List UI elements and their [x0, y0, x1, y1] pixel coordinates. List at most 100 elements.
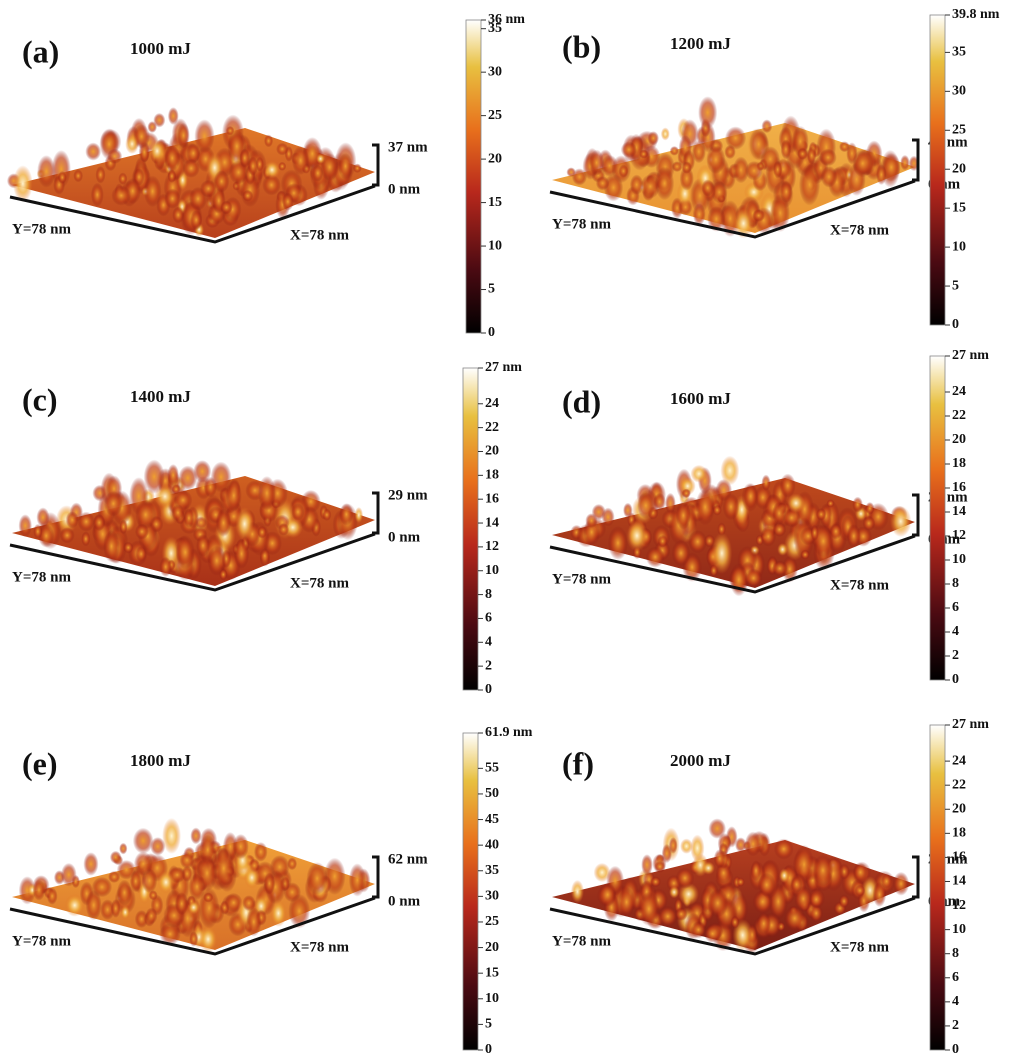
- surface-peak: [638, 892, 659, 926]
- colorbar: [463, 368, 478, 690]
- surface-peak: [745, 832, 761, 857]
- colorbar-tick-label: 0: [485, 682, 492, 697]
- colorbar-tick-label: 27 nm: [952, 348, 989, 363]
- surface-peak: [190, 827, 201, 844]
- surface-peak: [816, 508, 826, 521]
- surface-peak: [203, 892, 213, 902]
- surface-peak: [220, 201, 232, 215]
- colorbar: [466, 20, 481, 333]
- surface-peak: [242, 190, 253, 202]
- surface-peak: [157, 871, 174, 894]
- panel-label: (d): [562, 383, 601, 419]
- surface-peak: [175, 892, 188, 915]
- y-axis-label: Y=78 nm: [552, 216, 611, 232]
- surface-peak: [246, 907, 261, 936]
- colorbar-tick-label: 12: [485, 539, 499, 554]
- surface-peak: [655, 166, 674, 200]
- surface-peak: [339, 503, 353, 526]
- colorbar-tick-label: 30: [952, 84, 966, 99]
- surface-peak: [745, 161, 763, 181]
- z-max-label: 62 nm: [388, 851, 428, 867]
- colorbar-tick-label: 25: [488, 108, 502, 123]
- surface-peak: [890, 506, 911, 537]
- surface-peak: [774, 839, 794, 860]
- colorbar-tick-label: 16: [952, 850, 966, 865]
- surface-peak: [691, 921, 707, 938]
- surface-peak: [702, 861, 715, 874]
- surface-peak: [781, 139, 792, 159]
- surface-peak: [714, 849, 726, 868]
- surface-peak: [630, 174, 644, 194]
- z-scale: [372, 493, 378, 533]
- surface-peak: [682, 161, 692, 173]
- colorbar-tick-label: 20: [952, 801, 966, 816]
- surface-peak: [682, 489, 691, 498]
- colorbar-tick-label: 16: [485, 491, 499, 506]
- surface-peak: [761, 475, 770, 491]
- colorbar-tick-label: 18: [952, 826, 966, 841]
- colorbar: [930, 15, 945, 325]
- surface-peak: [164, 189, 180, 209]
- surface-peak: [648, 131, 659, 145]
- afm-panel: (b)1200 mJ40 nm0 nmY=78 nmX=78 nm: [550, 28, 968, 238]
- surface-peak: [819, 149, 836, 167]
- colorbar-tick-label: 35: [485, 863, 499, 878]
- surface-peak: [637, 492, 654, 518]
- surface-peak: [145, 908, 157, 925]
- surface-peak: [720, 456, 739, 486]
- surface-peak: [772, 502, 786, 525]
- colorbar-tick-label: 4: [952, 994, 959, 1009]
- colorbar-tick-label: 22: [952, 408, 966, 423]
- surface-peak: [698, 96, 717, 129]
- z-min-label: 0 nm: [388, 893, 421, 909]
- surface-peak: [731, 916, 740, 929]
- colorbar-tick-label: 0: [952, 672, 959, 687]
- colorbar-tick-label: 0: [485, 1042, 492, 1057]
- surface-peak: [900, 155, 910, 170]
- surface-peak: [608, 526, 628, 560]
- surface-peak: [752, 209, 765, 222]
- colorbar-tick-label: 10: [952, 552, 966, 567]
- surface-peak: [693, 203, 706, 225]
- panel-label: (e): [22, 745, 58, 781]
- colorbar-tick-label: 24: [952, 753, 966, 768]
- surface-peak: [104, 491, 123, 516]
- panel-label: (b): [562, 28, 601, 64]
- surface-peak: [744, 484, 758, 509]
- surface-peak: [183, 159, 200, 178]
- surface-peak: [602, 508, 615, 527]
- surface-peak: [66, 511, 79, 528]
- colorbar-tick-label: 4: [485, 635, 492, 650]
- surface-peak: [701, 179, 714, 196]
- surface-peak: [306, 862, 327, 895]
- surface-peak: [86, 890, 102, 920]
- surface-peak: [736, 877, 745, 887]
- colorbar-tick-label: 24: [952, 384, 966, 399]
- y-axis-label: Y=78 nm: [12, 569, 71, 585]
- surface-peak: [760, 526, 776, 546]
- surface-peak: [316, 153, 325, 164]
- colorbar-tick-label: 30: [488, 64, 502, 79]
- x-axis-label: X=78 nm: [290, 575, 349, 591]
- colorbar-tick-label: 10: [952, 922, 966, 937]
- surface-peak: [589, 150, 604, 176]
- colorbar-tick-label: 0: [952, 317, 959, 332]
- colorbar-tick-label: 39.8 nm: [952, 7, 1000, 22]
- surface-peak: [725, 126, 746, 149]
- colorbar-tick-label: 35: [952, 45, 966, 60]
- surface-peak: [133, 828, 154, 854]
- surface-peak: [876, 164, 887, 185]
- colorbar-tick-label: 30: [485, 889, 499, 904]
- surface-peak: [190, 210, 202, 230]
- surface-peak: [855, 885, 865, 897]
- surface-peak: [199, 926, 217, 953]
- afm-panel: (a)1000 mJ37 nm0 nmY=78 nmX=78 nm: [7, 33, 428, 243]
- surface-peak: [708, 818, 726, 838]
- colorbar: [463, 733, 478, 1050]
- colorbar-tick-label: 8: [952, 576, 959, 591]
- surface-peak: [33, 524, 42, 539]
- colorbar-tick-label: 15: [952, 200, 966, 215]
- panel-label: (c): [22, 381, 58, 417]
- surface-peak: [200, 180, 217, 198]
- surface-peak: [621, 142, 637, 158]
